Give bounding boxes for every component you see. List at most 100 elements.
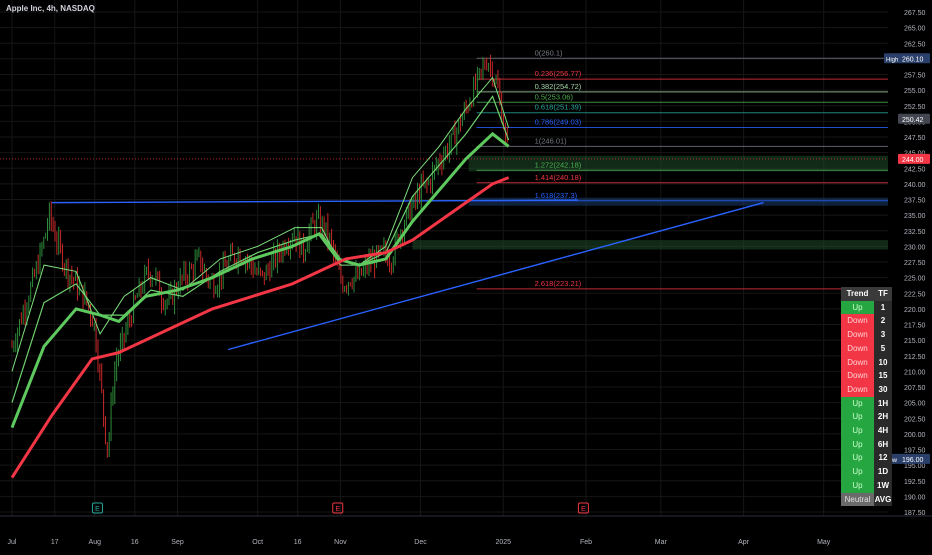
time-tick-label: 16	[131, 539, 139, 546]
price-badge-value: 196.00	[902, 457, 924, 464]
price-tick-label: 197.50	[904, 448, 926, 455]
trend-state-cell: Up	[841, 300, 874, 315]
timeframe-cell: 15	[874, 369, 892, 383]
price-tick-label: 202.50	[904, 416, 926, 423]
trend-state-cell: Up	[841, 478, 874, 493]
timeframe-cell: 5	[874, 341, 892, 356]
price-axis-badge	[898, 153, 930, 164]
trend-state-cell: Up	[841, 424, 874, 438]
price-tick-label: 237.50	[904, 198, 926, 205]
price-tick-label: 230.00	[904, 244, 926, 251]
timeframe-cell: 30	[874, 382, 892, 397]
trendlines[interactable]	[51, 199, 764, 351]
timeframe-cell: 1H	[874, 396, 892, 411]
price-axis[interactable]: 267.50265.00262.50260.00257.50255.00252.…	[884, 10, 930, 517]
grid	[0, 0, 932, 517]
ascending-trendline[interactable]	[228, 201, 764, 351]
fib-level-label: 1.272(242.18)	[535, 160, 582, 169]
trend-state-cell: Neutral	[841, 492, 874, 507]
tf-header: TF	[874, 287, 892, 301]
trend-row: Down 30	[841, 382, 892, 397]
trend-state-cell: Down	[841, 328, 874, 342]
time-tick-label: Apr	[738, 539, 750, 546]
timeframe-cell: 1	[874, 300, 892, 315]
ema-long	[10, 176, 510, 479]
trend-row: Up 1D	[841, 465, 892, 479]
price-tick-label: 190.00	[904, 494, 926, 501]
fib-level-label: 1(246.01)	[535, 136, 568, 145]
chart-title: Apple Inc, 4h, NASDAQ	[6, 4, 95, 13]
price-tick-label: 235.00	[904, 213, 926, 220]
price-tick-label: 217.50	[904, 323, 926, 330]
trend-state-cell: Up	[841, 396, 874, 411]
timeframe-cell: 6H	[874, 437, 892, 452]
price-axis-badge	[898, 113, 930, 124]
trend-state-cell: Down	[841, 341, 874, 356]
fib-level-label: 0(260.1)	[535, 48, 563, 57]
moving-averages	[10, 76, 510, 479]
timeframe-cell: AVG	[874, 492, 892, 507]
fib-zones	[412, 155, 888, 250]
price-tick-label: 192.50	[904, 479, 926, 486]
earnings-marker[interactable]	[332, 502, 344, 514]
price-tick-label: 205.00	[904, 401, 926, 408]
fib-level-label: 1.618(237.3)	[535, 191, 578, 200]
fib-level-label: 1.414(240.18)	[535, 173, 582, 182]
price-badge-value: 250.42	[902, 117, 924, 124]
time-axis[interactable]: Jul 17 Aug 16 Sep Oct 16 Nov Dec 2025 Feb Mar Apr May	[8, 539, 831, 546]
trend-row: Up 6H	[841, 437, 892, 452]
timeframe-cell: 12	[874, 451, 892, 466]
timeframe-cell: 4H	[874, 424, 892, 438]
trend-state-cell: Down	[841, 382, 874, 397]
price-tick-label: 240.00	[904, 182, 926, 189]
fib-level-label: 0.786(249.03)	[535, 117, 582, 126]
price-tick-label: 225.00	[904, 276, 926, 283]
fib-zone	[468, 197, 888, 206]
trend-row: Down 2	[841, 314, 892, 329]
trend-state-cell: Down	[841, 369, 874, 383]
time-tick-label: Nov	[334, 539, 347, 546]
price-tick-label: 187.50	[904, 510, 926, 517]
trend-row: Down 10	[841, 355, 892, 370]
fib-level-label: 0.5(253.06)	[535, 92, 574, 101]
price-tick-label: 195.00	[904, 463, 926, 470]
earnings-marker[interactable]	[91, 502, 103, 514]
earnings-label[interactable]: E	[581, 506, 586, 513]
time-tick-label: Aug	[89, 539, 102, 546]
price-tick-label: 200.00	[904, 432, 926, 439]
timeframe-cell: 1W	[874, 478, 892, 493]
trend-state-cell: Up	[841, 410, 874, 425]
trend-row: Up 2H	[841, 410, 892, 425]
trend-row: Up 12	[841, 451, 892, 466]
trend-row: Neutral AVG	[841, 492, 892, 507]
timeframe-cell: 10	[874, 355, 892, 370]
trend-header: Trend	[841, 287, 874, 301]
ema-slow	[10, 131, 510, 429]
trend-state-cell: Down	[841, 314, 874, 329]
trend-row: Down 3	[841, 328, 892, 342]
price-tick-label: 265.00	[904, 26, 926, 33]
earnings-marker[interactable]	[577, 502, 589, 514]
timeframe-cell: 3	[874, 328, 892, 342]
trend-row: Up 1	[841, 300, 892, 315]
price-tick-label: 215.00	[904, 338, 926, 345]
time-tick-label: 16	[294, 539, 302, 546]
timeframe-cell: 1D	[874, 465, 892, 479]
trend-row: Down 5	[841, 341, 892, 356]
earnings-label[interactable]: E	[95, 506, 100, 513]
time-tick-label: Dec	[414, 539, 427, 546]
horizontal-trendline[interactable]	[51, 199, 579, 204]
fib-level-label: 0.382(254.72)	[535, 82, 582, 91]
price-tick-label: 255.00	[904, 88, 926, 95]
price-tick-label: 212.50	[904, 354, 926, 361]
earnings-label[interactable]: E	[335, 506, 340, 513]
price-tick-label: 210.00	[904, 369, 926, 376]
price-badge-value: 244.00	[902, 157, 924, 164]
fib-level-label: 0.236(256.77)	[535, 69, 582, 78]
price-tick-label: 207.50	[904, 385, 926, 392]
price-tick-label: 222.50	[904, 291, 926, 298]
time-tick-label: Feb	[580, 539, 592, 546]
